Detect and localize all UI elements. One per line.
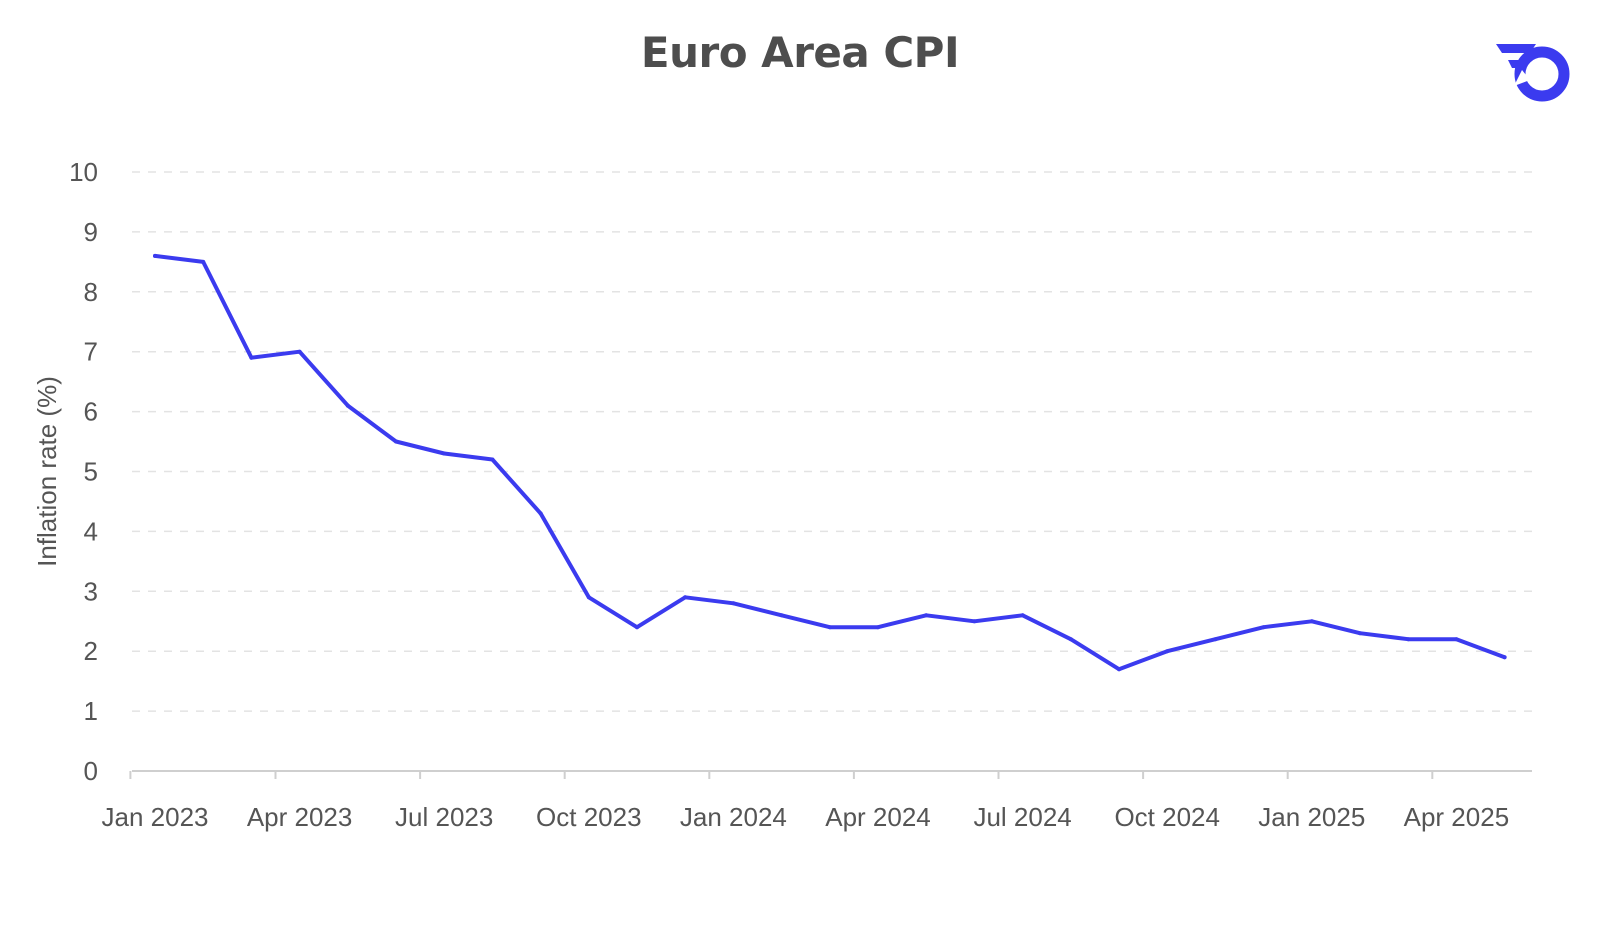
y-tick-label-2: 2 [84, 636, 98, 666]
x-tick-label-5: Apr 2024 [825, 802, 931, 832]
gridlines [132, 171, 1532, 712]
data-point [683, 595, 688, 600]
data-point [1068, 637, 1073, 642]
data-point [1502, 655, 1507, 660]
y-axis-title: Inflation rate (%) [32, 376, 62, 567]
data-point [1165, 649, 1170, 654]
data-point [586, 595, 591, 600]
chart-title: Euro Area CPI [640, 28, 960, 77]
series-line-0 [153, 253, 1507, 672]
data-point [442, 451, 447, 456]
data-point [731, 601, 736, 606]
data-point [1454, 637, 1459, 642]
data-point [1406, 637, 1411, 642]
y-axis-ticks: 0 1 2 3 4 5 6 7 8 9 10 [69, 157, 98, 786]
x-tick-label-8: Jan 2025 [1258, 802, 1365, 832]
x-axis-ticks: Jan 2023 Apr 2023 Jul 2023 Oct 2023 Jan 2024… [102, 771, 1510, 832]
series-layer [153, 253, 1507, 672]
y-tick-label-10: 10 [69, 157, 98, 187]
data-point [779, 613, 784, 618]
data-point [1117, 667, 1121, 672]
data-point [827, 625, 832, 630]
y-tick-label-5: 5 [84, 457, 98, 487]
x-tick-label-4: Jan 2024 [680, 802, 787, 832]
data-point [876, 625, 880, 630]
data-point [249, 355, 254, 360]
y-tick-label-3: 3 [84, 576, 98, 606]
y-tick-label-9: 9 [84, 217, 98, 247]
x-tick-label-9: Apr 2025 [1404, 802, 1510, 832]
x-tick-label-6: Jul 2024 [973, 802, 1071, 832]
data-point [153, 253, 157, 258]
data-point [635, 625, 639, 630]
data-point [1358, 631, 1362, 636]
x-tick-label-3: Oct 2023 [536, 802, 642, 832]
x-tick-label-7: Oct 2024 [1114, 802, 1220, 832]
x-tick-label-1: Apr 2023 [247, 802, 353, 832]
data-point [1213, 637, 1218, 642]
data-point [1020, 613, 1025, 618]
data-point [490, 457, 495, 462]
data-point [297, 349, 302, 354]
data-point [345, 403, 350, 408]
x-tick-label-2: Jul 2023 [395, 802, 493, 832]
data-point [1309, 619, 1314, 624]
y-tick-label-7: 7 [84, 337, 98, 367]
y-tick-label-1: 1 [84, 696, 98, 726]
y-tick-label-4: 4 [84, 516, 98, 546]
data-point [924, 613, 929, 618]
data-point [538, 511, 543, 516]
data-point [1261, 625, 1266, 630]
data-point [201, 259, 206, 264]
data-point [394, 439, 398, 444]
y-tick-label-6: 6 [84, 397, 98, 427]
y-tick-label-8: 8 [84, 277, 98, 307]
data-point [972, 619, 977, 624]
x-tick-label-0: Jan 2023 [102, 802, 209, 832]
speed-ring-logo-icon [1496, 44, 1570, 102]
y-tick-label-0: 0 [84, 756, 98, 786]
